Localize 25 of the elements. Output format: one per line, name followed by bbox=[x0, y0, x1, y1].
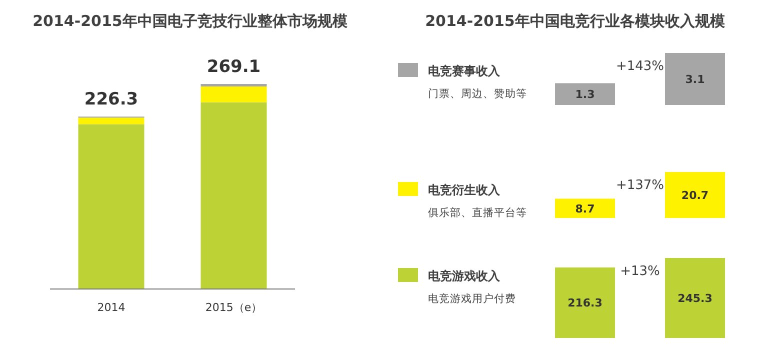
x-tick-label: 2015（e） bbox=[205, 301, 262, 314]
legend-label: 电竞赛事收入 bbox=[428, 64, 501, 78]
chart-title: 2014-2015年中国电子竞技行业整体市场规模 bbox=[32, 12, 348, 30]
chart-title: 2014-2015年中国电竞行业各模块收入规模 bbox=[425, 12, 726, 30]
annotation: 226.3 bbox=[84, 90, 138, 110]
legend-label: 电竞游戏收入 bbox=[428, 269, 501, 283]
text: 电竞游戏用户付费 bbox=[428, 292, 516, 305]
bar bbox=[78, 118, 144, 124]
text: 门票、周边、赞助等 bbox=[428, 87, 527, 100]
data-label: 245.3 bbox=[678, 292, 712, 305]
bar bbox=[200, 102, 267, 289]
annotation: +137% bbox=[616, 178, 664, 193]
legend-label: 电竞衍生收入 bbox=[428, 183, 501, 197]
text: 269.1 bbox=[206, 57, 261, 77]
bar bbox=[78, 124, 144, 289]
annotation: +13% bbox=[620, 264, 660, 279]
data-label: 20.7 bbox=[681, 189, 709, 202]
annotation: +143% bbox=[616, 59, 664, 74]
text: 俱乐部、直播平台等 bbox=[428, 206, 527, 219]
data-label: 216.3 bbox=[568, 296, 602, 310]
bar bbox=[200, 86, 267, 102]
x-tick-label: 2014 bbox=[97, 301, 126, 314]
data-label: 1.3 bbox=[575, 88, 595, 102]
data-label: 8.7 bbox=[575, 202, 595, 216]
data-label: 3.1 bbox=[685, 73, 705, 86]
